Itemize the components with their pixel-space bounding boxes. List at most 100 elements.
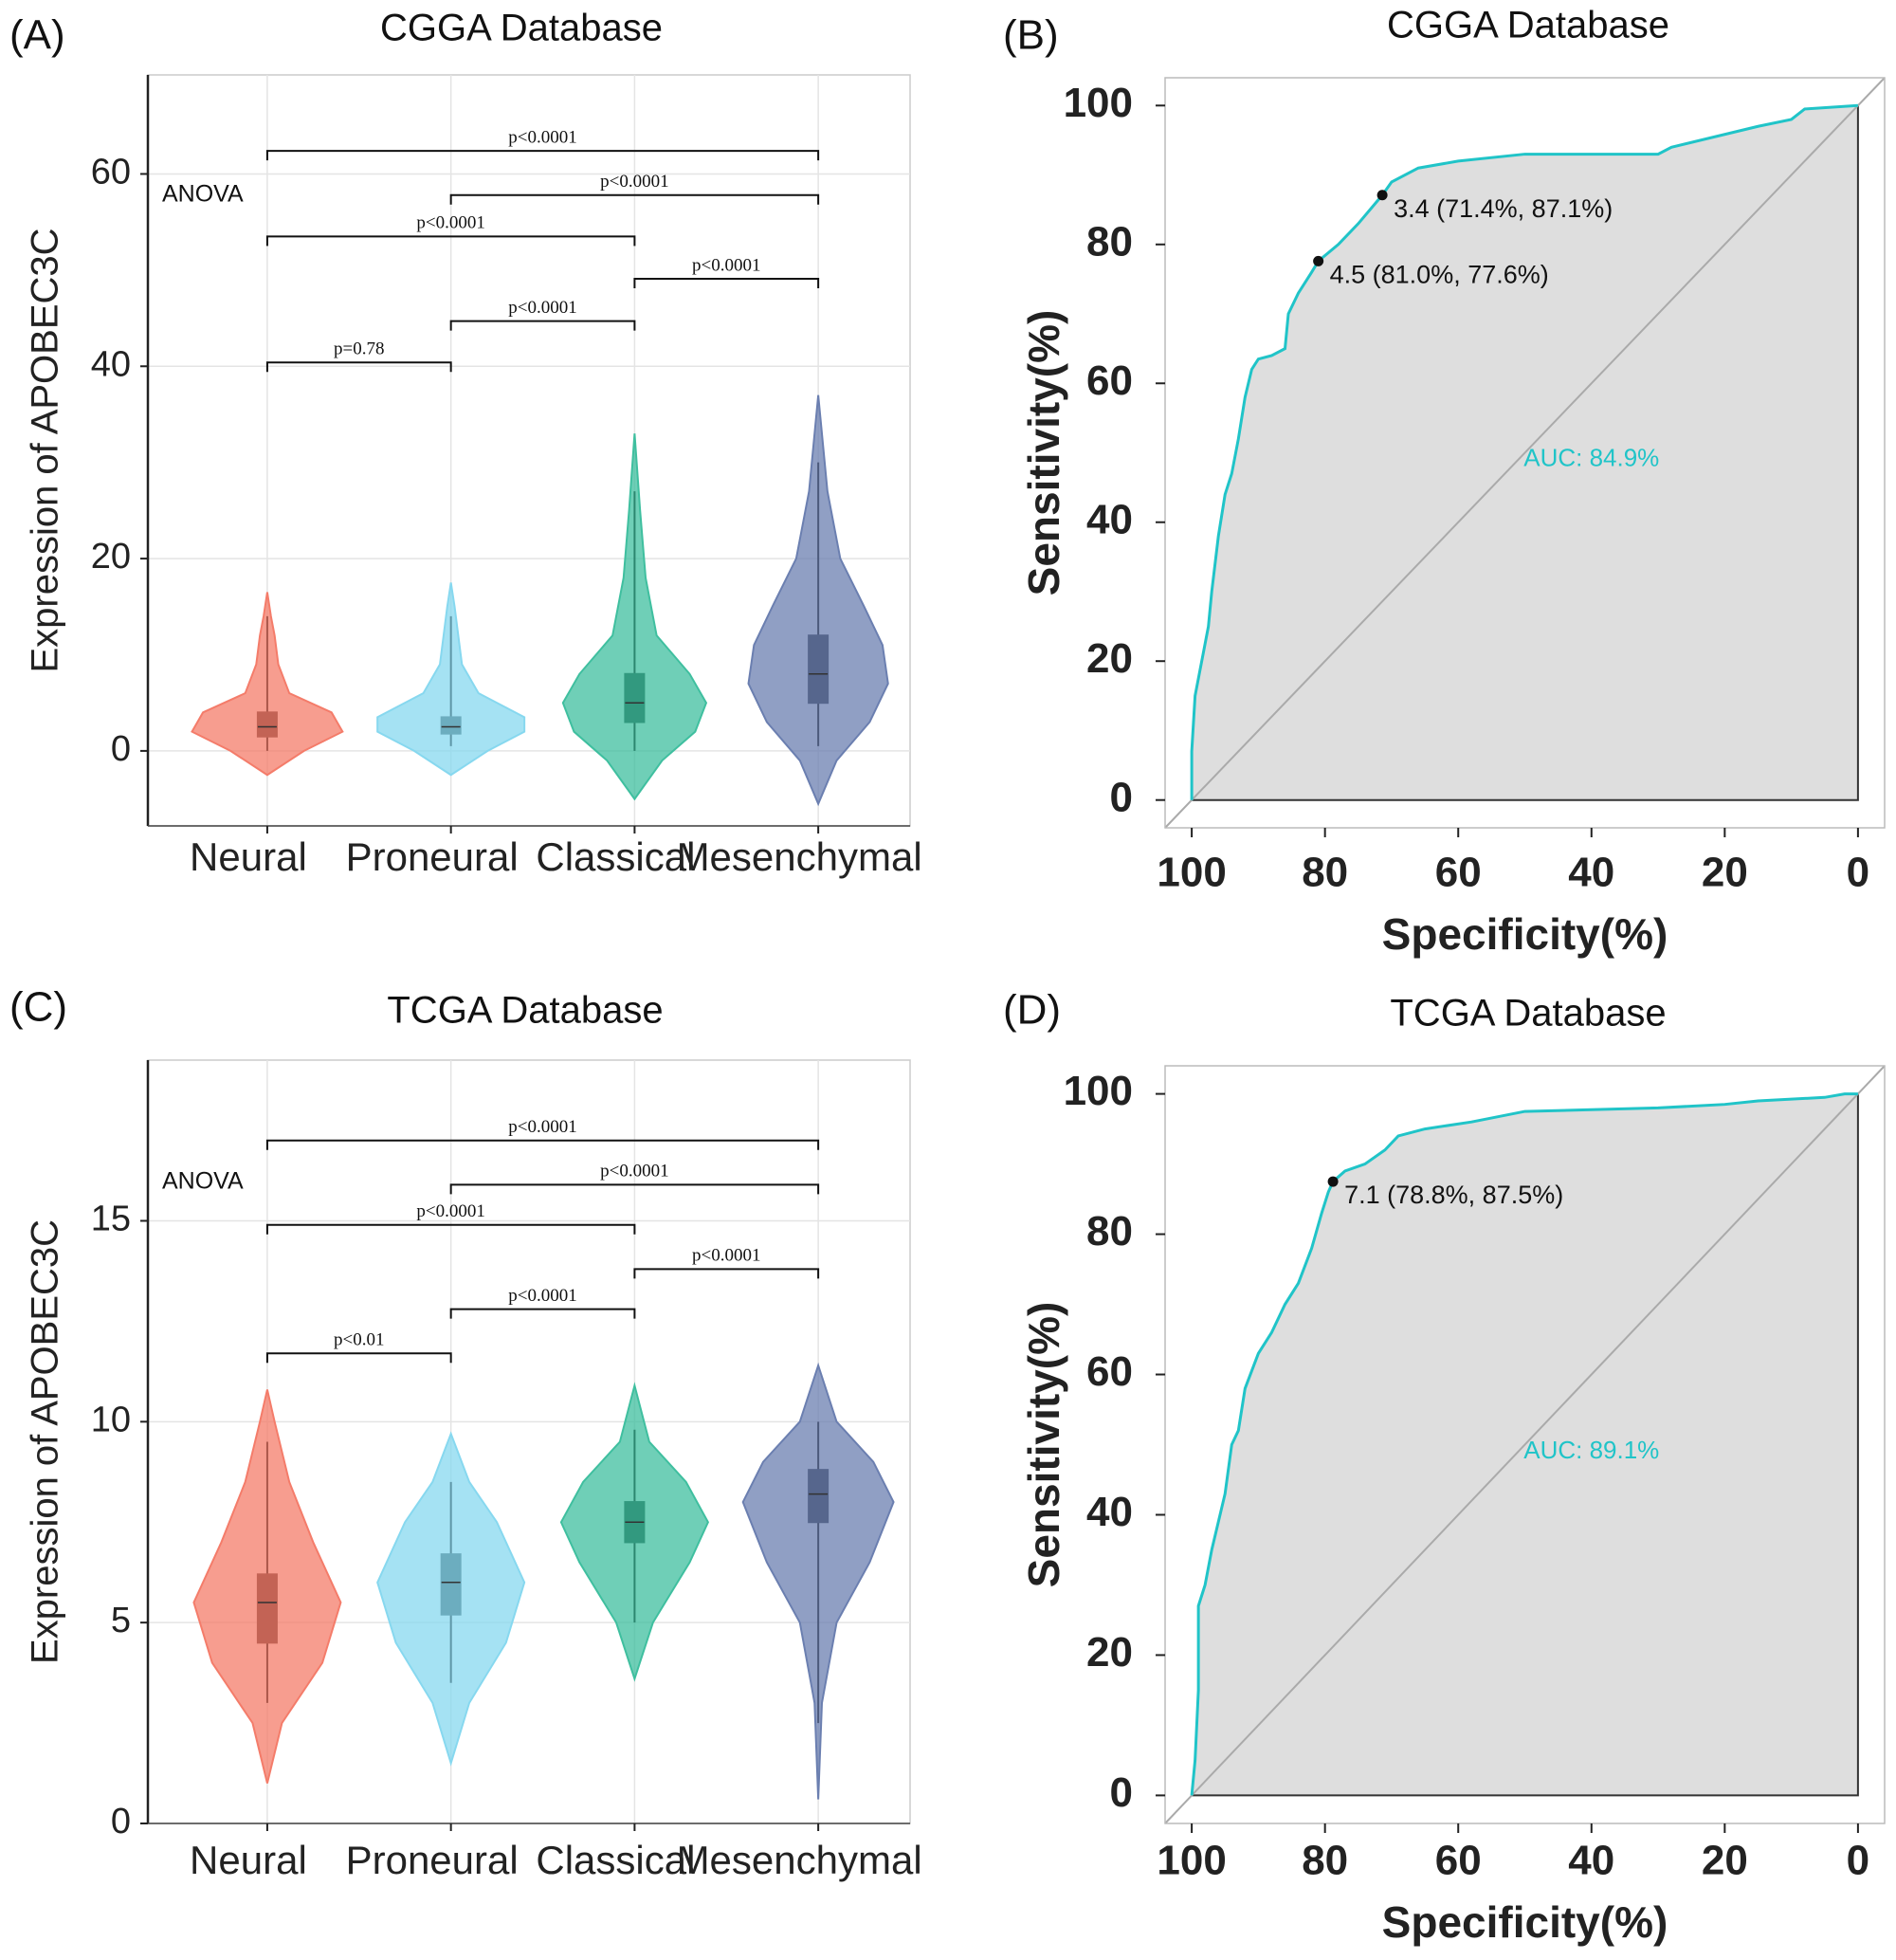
p-value: p<0.0001 (508, 127, 576, 147)
x-tick-label: 100 (1157, 1838, 1226, 1884)
significance-bracket (265, 150, 820, 161)
p-value: p<0.0001 (508, 298, 576, 318)
auc-label: AUC: 89.1% (1523, 1436, 1659, 1464)
y-tick-label: 40 (1086, 496, 1133, 542)
chart-title: CGGA Database (380, 8, 663, 49)
panel-label: (B) (1003, 12, 1059, 59)
y-tick-label: 15 (91, 1200, 131, 1239)
significance-bracket (633, 1268, 820, 1279)
category-label: Neural (190, 1838, 307, 1882)
chart-title: TCGA Database (1390, 993, 1666, 1035)
y-tick-label: 40 (91, 344, 131, 384)
p-value: p=0.78 (334, 339, 384, 359)
y-tick-label: 100 (1064, 80, 1133, 126)
p-value: p<0.0001 (600, 1162, 668, 1181)
y-tick-label: 60 (1086, 357, 1133, 404)
auc-label: AUC: 84.9% (1523, 444, 1659, 472)
p-value: p<0.0001 (600, 172, 668, 192)
x-tick-label: 40 (1568, 850, 1614, 896)
box (624, 672, 646, 724)
x-tick-label: 80 (1302, 850, 1348, 896)
y-axis-title: Expression of APOBEC3C (25, 228, 66, 672)
y-tick-label: 5 (111, 1601, 131, 1640)
y-tick-label: 10 (91, 1400, 131, 1439)
x-tick-label: 80 (1302, 1838, 1348, 1884)
panel-label: (C) (9, 984, 67, 1031)
p-value: p<0.0001 (416, 1201, 484, 1221)
box (808, 1469, 830, 1524)
significance-bracket (265, 1352, 452, 1364)
category-label: Classical (536, 834, 695, 879)
panel-label: (A) (9, 12, 65, 59)
significance-bracket (449, 193, 820, 205)
cutpoint (1327, 1176, 1339, 1187)
cutpoint-label: 7.1 (78.8%, 87.5%) (1344, 1181, 1563, 1209)
x-tick-label: 20 (1702, 1838, 1748, 1884)
p-value: p<0.0001 (416, 213, 484, 233)
p-value: p<0.01 (334, 1330, 384, 1350)
significance-bracket (633, 277, 820, 288)
cutpoint (1376, 190, 1388, 201)
y-tick-label: 80 (1086, 1208, 1133, 1255)
x-tick-label: 0 (1847, 850, 1869, 896)
significance-bracket (265, 235, 636, 247)
y-axis-title: Sensitivity(%) (1019, 310, 1068, 596)
significance-bracket (449, 320, 636, 331)
y-tick-label: 0 (111, 729, 131, 769)
x-tick-label: 0 (1847, 1838, 1869, 1884)
chart-title: CGGA Database (1387, 5, 1669, 46)
annotation: ANOVA (162, 180, 244, 207)
cutpoint-label: 3.4 (71.4%, 87.1%) (1394, 194, 1613, 223)
x-tick-label: 60 (1435, 1838, 1482, 1884)
y-tick-label: 60 (1086, 1348, 1133, 1395)
panel-label: (D) (1003, 987, 1061, 1034)
significance-bracket (449, 1183, 820, 1195)
plot-frame (1164, 1065, 1886, 1824)
category-label: Classical (536, 1838, 695, 1882)
y-tick-label: 100 (1064, 1068, 1133, 1114)
p-value: p<0.0001 (692, 255, 760, 275)
box (808, 634, 830, 705)
y-tick-label: 0 (1110, 774, 1133, 820)
p-value: p<0.0001 (508, 1286, 576, 1306)
diagonal (1164, 77, 1886, 829)
x-axis-title: Specificity(%) (1382, 1897, 1668, 1947)
chart-title: TCGA Database (387, 990, 663, 1032)
x-tick-label: 100 (1157, 850, 1226, 896)
y-tick-label: 60 (91, 152, 131, 192)
y-axis-title: Sensitivity(%) (1019, 1302, 1068, 1588)
y-tick-label: 0 (1110, 1769, 1133, 1816)
p-value: p<0.0001 (508, 1117, 576, 1137)
cutpoint (1313, 255, 1324, 266)
x-tick-label: 20 (1702, 850, 1748, 896)
p-value: p<0.0001 (692, 1246, 760, 1266)
x-tick-label: 60 (1435, 850, 1482, 896)
category-label: Proneural (346, 834, 519, 879)
significance-bracket (265, 1139, 820, 1150)
x-axis-title: Specificity(%) (1382, 909, 1668, 959)
annotation: ANOVA (162, 1167, 244, 1194)
cutpoint-label: 4.5 (81.0%, 77.6%) (1330, 260, 1549, 288)
roc-curve (1190, 1092, 1858, 1796)
category-label: Mesenchymal (677, 1838, 922, 1882)
y-tick-label: 40 (1086, 1489, 1133, 1535)
box (440, 716, 462, 735)
box (440, 1553, 462, 1616)
box (256, 1573, 278, 1644)
significance-bracket (265, 361, 452, 373)
y-tick-label: 20 (91, 537, 131, 577)
y-axis-title: Expression of APOBEC3C (25, 1219, 66, 1664)
significance-bracket (449, 1308, 636, 1319)
diagonal (1164, 1065, 1886, 1824)
y-tick-label: 0 (111, 1802, 131, 1841)
y-tick-label: 20 (1086, 635, 1133, 682)
significance-bracket (265, 1223, 636, 1235)
roc-curve (1190, 103, 1858, 800)
category-label: Mesenchymal (677, 834, 922, 879)
plot-frame (1164, 77, 1886, 829)
y-tick-label: 80 (1086, 218, 1133, 265)
category-label: Neural (190, 834, 307, 879)
box (256, 711, 278, 738)
category-label: Proneural (346, 1838, 519, 1882)
